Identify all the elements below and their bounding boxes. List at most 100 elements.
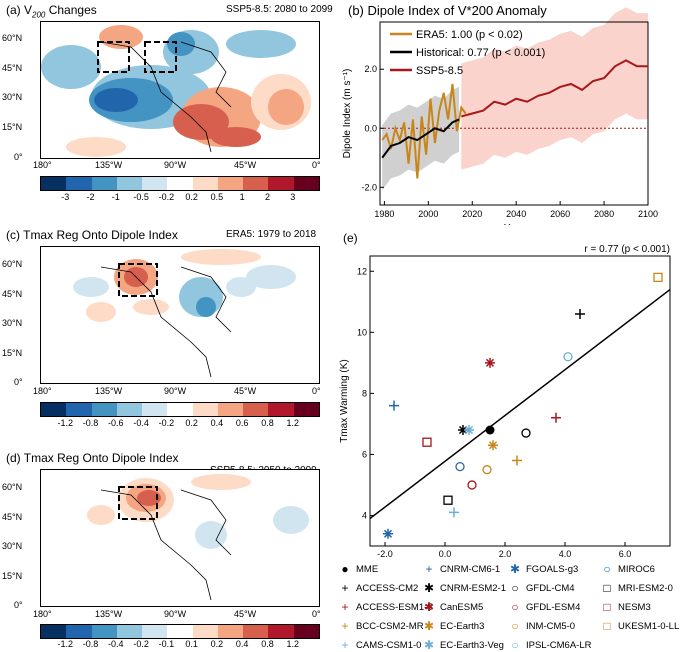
point-mri-esm2-0: [443, 495, 453, 505]
legend-item: + CAMS-CSM1-0: [338, 639, 421, 651]
colorbar-label: 2: [264, 192, 270, 202]
legend-marker-icon: ✱: [423, 600, 435, 614]
lat-label: 0°: [14, 152, 23, 162]
point-fgoals-g3: [383, 528, 393, 539]
lon-label: 180°: [33, 160, 52, 170]
panel-b-chart: (b) Dipole Index of V*200 Anomaly 1980 200…: [342, 3, 658, 225]
lat-label: 15°N: [2, 348, 23, 358]
x-tick-label: 2100: [638, 209, 658, 219]
legend-label: GFDL-CM4: [526, 582, 575, 594]
colorbar-label: -2: [86, 192, 95, 202]
colorbar-label: 0.5: [210, 192, 224, 202]
panel-d-map: [40, 469, 320, 607]
point-access-esm1-5: [551, 412, 561, 423]
x-tick-label: 2040: [506, 209, 526, 219]
point-inm-cm5-0: [482, 465, 492, 475]
panel-a-field: [41, 25, 311, 157]
legend-label: MME: [356, 563, 379, 575]
colorbar-label: -0.5: [133, 192, 149, 202]
legend-label: ACCESS-CM2: [356, 582, 419, 594]
lat-label: 60°N: [2, 33, 23, 43]
legend-label: IPSL-CM6A-LR: [526, 639, 592, 651]
colorbar-label: -0.4: [108, 639, 124, 649]
x-tick-label: 2060: [550, 209, 570, 219]
legend-label: GFDL-ESM4: [526, 601, 581, 613]
legend-item: ○ INM-CM5-0: [508, 620, 575, 632]
legend-marker-icon: +: [341, 600, 349, 614]
point-mme: [485, 425, 495, 435]
legend-marker-icon: □: [603, 581, 611, 595]
legend-marker-icon: ✱: [509, 562, 521, 576]
lat-label: 0°: [14, 600, 23, 610]
colorbar-label: -0.2: [133, 639, 149, 649]
colorbar-label: -0.8: [82, 639, 99, 649]
panel-d-field: [87, 474, 309, 601]
colorbar-label: 0.1: [185, 639, 198, 649]
panel-a-title: (a) V200 Changes: [6, 3, 97, 20]
ssp-spread: [461, 7, 648, 170]
legend-marker-icon: ○: [603, 562, 611, 576]
legend-label: EC-Earth3-Veg: [440, 639, 504, 651]
legend-label: CNRM-ESM2-1: [440, 582, 506, 594]
x-tick-label: 2.0: [499, 549, 512, 558]
legend-item: + CNRM-CM6-1: [422, 563, 500, 575]
lat-label: 0°: [14, 377, 23, 387]
lon-label: 135°W: [95, 609, 123, 619]
y-tick-label: 10: [357, 327, 367, 337]
x-tick-label: 2020: [462, 209, 482, 219]
panel-e-axes: [369, 255, 671, 547]
legend-item: □ NESM3: [600, 600, 651, 614]
point-ec-earth3-veg: [464, 425, 474, 435]
panel-c-colorbar: [40, 402, 320, 417]
lon-label: 0°: [312, 386, 321, 396]
legend-item: ○ MIROC6: [600, 563, 655, 575]
panel-c-title: (c) Tmax Reg Onto Dipole Index: [6, 228, 178, 242]
colorbar-label: 1: [239, 192, 245, 202]
y-axis-label: Tmax Warming (K): [339, 359, 350, 443]
y-tick-label: 2.0: [364, 64, 377, 74]
series-line: [381, 118, 460, 159]
panel-e-annotation: r = 0.77 (p < 0.001): [584, 244, 670, 255]
colorbar-label: 1.2: [286, 418, 299, 428]
colorbar-label: 0.6: [235, 418, 249, 428]
legend-item: ✱ CNRM-ESM2-1: [422, 582, 506, 594]
panel-b-title: (b) Dipole Index of V*200 Anomaly: [348, 3, 547, 18]
lon-label: 45°W: [234, 609, 257, 619]
legend-marker-icon: ○: [511, 600, 519, 614]
colorbar-label: -3: [61, 192, 70, 202]
lat-label: 30°N: [2, 92, 23, 102]
panel-c-map: [40, 246, 320, 384]
panel-b-axes: [379, 21, 649, 206]
x-tick-label: -2.0: [377, 549, 393, 558]
colorbar-label: 0.2: [185, 192, 198, 202]
y-tick-label: 0.0: [364, 123, 377, 133]
panel-a-map: [40, 21, 320, 159]
panel-d-colorbar: [40, 624, 320, 639]
point-canesm5: [485, 357, 495, 368]
legend-marker-icon: ○: [511, 619, 519, 633]
legend-item: □ UKESM1-0-LL: [600, 620, 679, 632]
colorbar-label: -0.2: [158, 418, 175, 428]
point-miroc6: [455, 461, 465, 472]
legend-item: ● MME: [338, 563, 378, 575]
legend-label: UKESM1-0-LL: [618, 620, 680, 632]
lat-label: 45°N: [2, 289, 23, 299]
panel-c-field: [73, 249, 296, 378]
point-nesm3: [422, 437, 432, 447]
colorbar-label: 0.2: [185, 418, 198, 428]
legend-marker-icon: ✱: [423, 581, 435, 595]
legend-label: EC-Earth3: [440, 620, 485, 632]
legend-item: + BCC-CSM2-MR: [338, 620, 424, 632]
point-access-cm2: [575, 309, 585, 319]
panel-a-scenario: SSP5-8.5: 2080 to 2099: [226, 4, 333, 15]
legend-marker-icon: □: [603, 600, 611, 614]
point-cnrm-cm6-1: [389, 400, 399, 411]
legend-marker-icon: ○: [511, 581, 519, 595]
legend-item: ○ GFDL-ESM4: [508, 601, 580, 613]
x-tick-label: 0.0: [439, 549, 452, 558]
colorbar-label: -0.1: [158, 639, 175, 649]
colorbar-label: 3: [290, 192, 296, 202]
legend-marker-icon: +: [425, 562, 433, 576]
legend-label: NESM3: [618, 601, 651, 613]
legend-label: BCC-CSM2-MR: [356, 620, 424, 632]
